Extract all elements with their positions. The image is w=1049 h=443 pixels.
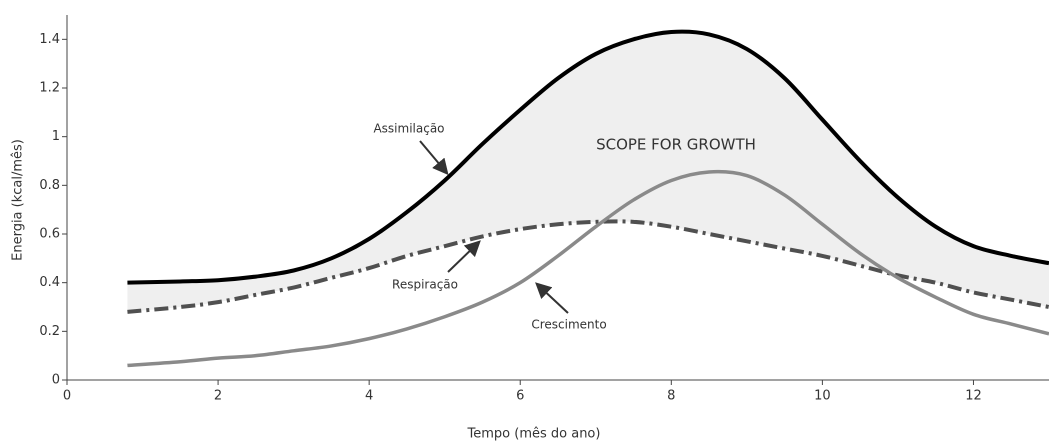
scope-area — [127, 31, 1049, 312]
y-tick-label: 0.4 — [39, 275, 60, 290]
area-label: SCOPE FOR GROWTH — [596, 136, 756, 154]
x-tick-label: 2 — [214, 389, 222, 404]
y-tick-label: 0 — [52, 373, 60, 388]
x-tick-label: 12 — [965, 389, 982, 404]
x-tick-label: 10 — [814, 389, 831, 404]
x-axis-label: Tempo (mês do ano) — [467, 427, 601, 442]
x-tick-label: 4 — [365, 389, 373, 404]
line-2 — [127, 169, 1049, 368]
y-tick-label: 1.4 — [39, 32, 60, 47]
y-tick-label: 1 — [52, 129, 60, 144]
y-tick-label: 0.8 — [39, 178, 60, 193]
x-tick-label: 8 — [667, 389, 675, 404]
series-label: Assimilação — [373, 122, 444, 136]
series-label: Crescimento — [531, 318, 606, 332]
x-tick-label: 0 — [63, 389, 71, 404]
y-axis-label: Energia (kcal/mês) — [11, 139, 26, 261]
x-tick-label: 6 — [516, 389, 524, 404]
y-tick-label: 0.6 — [39, 227, 60, 242]
line-1 — [127, 219, 1049, 314]
annotation-arrow — [535, 282, 569, 314]
line-0 — [127, 29, 1049, 285]
series-label: Respiração — [392, 278, 458, 292]
annotation-arrow — [419, 140, 449, 176]
y-tick-label: 1.2 — [39, 81, 60, 96]
y-tick-label: 0.2 — [39, 324, 60, 339]
annotation-arrow — [447, 240, 481, 273]
